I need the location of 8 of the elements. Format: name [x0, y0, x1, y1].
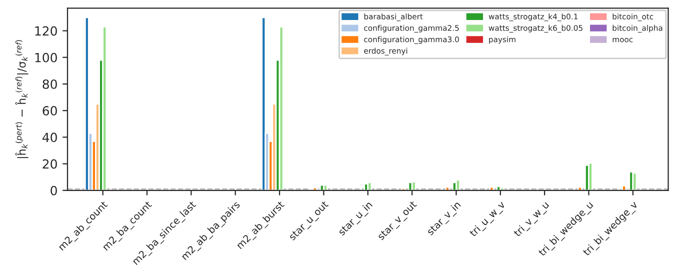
y-tick-label: 0	[50, 186, 57, 196]
y-tick-label: 20	[42, 159, 57, 169]
y-tick-label: 100	[35, 52, 57, 62]
y-tick-label: 80	[42, 79, 57, 89]
y-tick-label: 60	[42, 106, 57, 116]
y-tick-label: 40	[42, 132, 57, 142]
y-tick-label: 120	[35, 26, 57, 36]
text: |ĥ$_{k}$$^{(pert)}$ − ĥ$_{k}$$^{(ref)}$|/σ$_{k}$$^{(ref)}$	[15, 40, 28, 158]
